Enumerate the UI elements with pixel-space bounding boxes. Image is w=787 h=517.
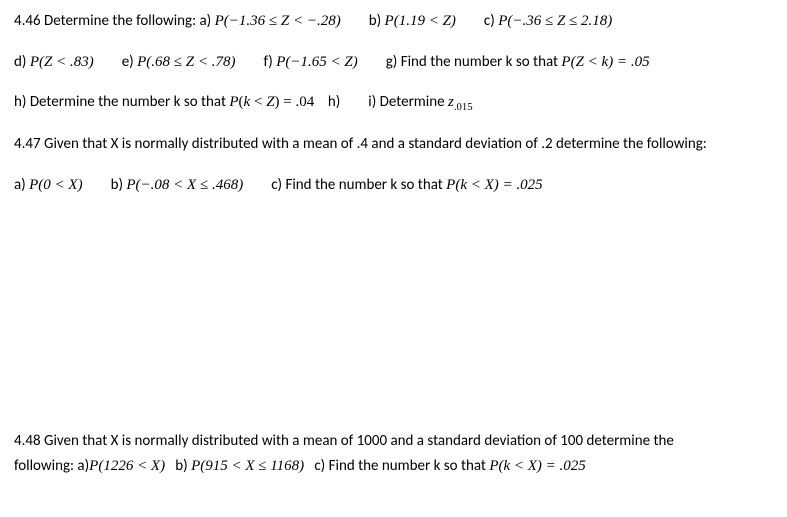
p446-g-label: g) Find the number k so that	[386, 53, 562, 71]
p446-i-sub: .015	[454, 101, 473, 113]
problem-446-row1: 4.46 Determine the following: a) P(−1.36…	[14, 10, 773, 33]
p446-h-expr-p: P	[229, 94, 238, 110]
p446-a-expr: P(−1.36 ≤ Z < −.28)	[215, 13, 341, 29]
p446-b: b) P(1.19 < Z)	[369, 10, 456, 33]
p446-d: d) P(Z < .83)	[14, 51, 94, 74]
p446-lead-text: 4.46 Determine the following: a)	[14, 12, 215, 30]
p446-h2-label: h)	[314, 93, 340, 111]
p448-follow: following: a)	[14, 455, 89, 478]
problem-446-row2: d) P(Z < .83) e) P(.68 ≤ Z < .78) f) P(−…	[14, 51, 773, 74]
blank-space	[14, 214, 773, 430]
p446-b-label: b)	[369, 12, 385, 30]
p447-b: b) P(−.08 < X ≤ .468)	[111, 174, 244, 197]
problem-446-row3: h) Determine the number k so that P(k < …	[14, 91, 773, 115]
p448-b-label: b)	[165, 455, 191, 478]
p447-c: c) Find the number k so that P(k < X) = …	[271, 174, 542, 197]
p446-i-label: i) Determine	[368, 93, 448, 111]
p447-a-expr: P(0 < X)	[29, 177, 82, 193]
p448-lead-text: 4.48 Given that X is normally distribute…	[14, 430, 674, 453]
p446-f-expr: P(−1.65 < Z)	[276, 54, 358, 70]
p447-a-label: a)	[14, 176, 29, 194]
problem-448-lead: 4.48 Given that X is normally distribute…	[14, 430, 773, 453]
p446-h: h) Determine the number k so that P(k < …	[14, 91, 340, 114]
p446-i: i) Determine z.015	[368, 91, 472, 115]
problem-448-parts: following: a) P(1226 < X) b) P(915 < X ≤…	[14, 455, 773, 478]
p448-c-label: c) Find the number k so that	[304, 455, 489, 478]
p446-f: f) P(−1.65 < Z)	[263, 51, 357, 74]
p447-c-label: c) Find the number k so that	[271, 176, 446, 194]
problem-447-lead: 4.47 Given that X is normally distribute…	[14, 133, 773, 156]
p446-h-label: h) Determine the number k so that	[14, 93, 229, 111]
p446-lead-a: 4.46 Determine the following: a) P(−1.36…	[14, 10, 341, 33]
p446-g: g) Find the number k so that P(Z < k) = …	[386, 51, 650, 74]
p447-a: a) P(0 < X)	[14, 174, 83, 197]
p448-c-expr: P(k < X) = .025	[489, 455, 585, 478]
p447-c-expr: P(k < X) = .025	[446, 177, 542, 193]
p447-b-expr: P(−.08 < X ≤ .468)	[126, 177, 243, 193]
p446-g-expr: P(Z < k) = .05	[561, 54, 649, 70]
p446-e-expr: P(.68 ≤ Z < .78)	[137, 54, 235, 70]
p446-b-expr: P(1.19 < Z)	[385, 13, 456, 29]
p447-b-label: b)	[111, 176, 127, 194]
problem-447-parts: a) P(0 < X) b) P(−.08 < X ≤ .468) c) Fin…	[14, 174, 773, 197]
p446-d-label: d)	[14, 53, 30, 71]
p446-e-label: e)	[122, 53, 137, 71]
p446-d-expr: P(Z < .83)	[30, 54, 94, 70]
p446-c: c) P(−.36 ≤ Z ≤ 2.18)	[484, 10, 612, 33]
p446-f-label: f)	[263, 53, 276, 71]
p448-a-expr: P(1226 < X)	[89, 455, 165, 478]
p446-c-label: c)	[484, 12, 498, 30]
p446-c-expr: P(−.36 ≤ Z ≤ 2.18)	[498, 13, 612, 29]
p447-lead-text: 4.47 Given that X is normally distribute…	[14, 133, 707, 156]
p448-b-expr: P(915 < X ≤ 1168)	[191, 455, 304, 478]
p446-e: e) P(.68 ≤ Z < .78)	[122, 51, 236, 74]
